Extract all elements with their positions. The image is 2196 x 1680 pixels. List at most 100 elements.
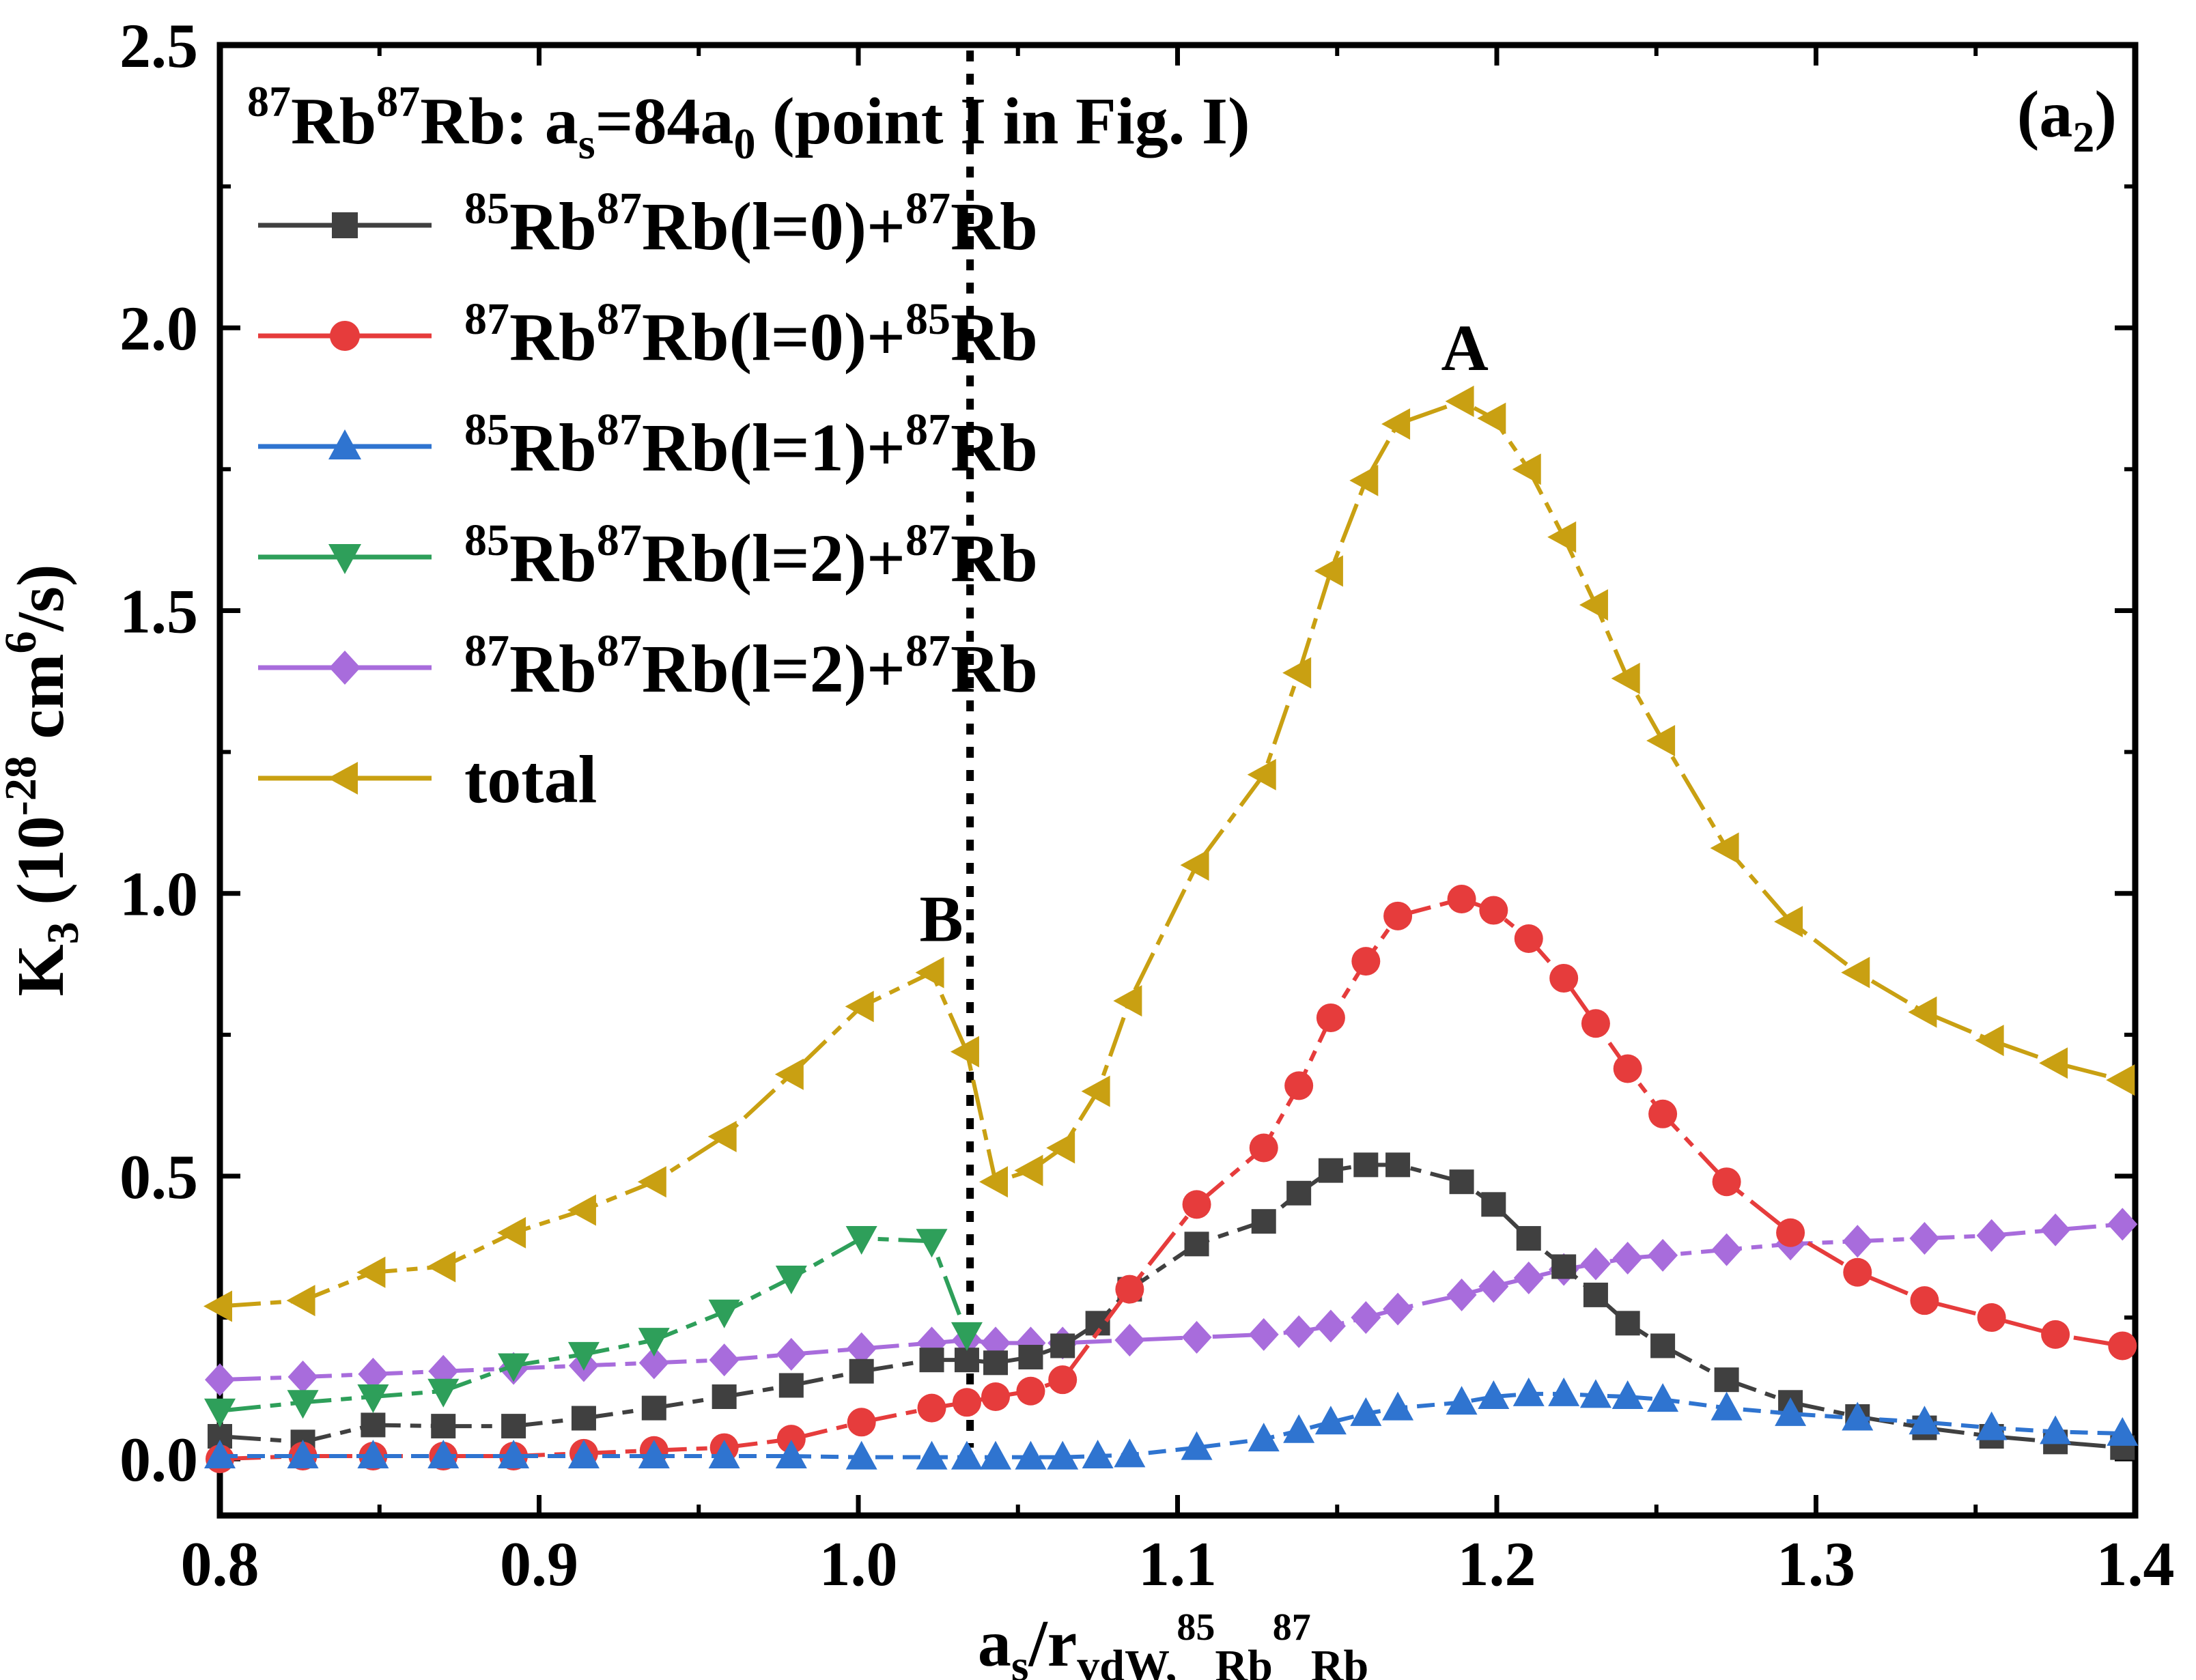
data-point [1613, 1054, 1642, 1083]
y-tick-label: 1.0 [119, 859, 198, 929]
x-tick-label: 1.1 [1138, 1529, 1217, 1599]
data-point [1353, 1152, 1379, 1178]
legend-item: 87Rb87Rb(l=0)+85Rb [258, 294, 1038, 375]
data-point [361, 1412, 386, 1438]
data-point [846, 1332, 877, 1365]
data-point [638, 1346, 669, 1380]
data-point [1046, 1132, 1075, 1164]
legend-marker [328, 544, 361, 574]
data-point [638, 1440, 670, 1469]
data-point [1050, 1333, 1075, 1358]
y-tick-label: 2.0 [119, 294, 198, 363]
data-point [1182, 1190, 1211, 1219]
x-tick-label: 1.2 [1458, 1529, 1536, 1599]
data-point [1650, 1333, 1676, 1358]
data-point [1512, 453, 1541, 485]
data-point [1581, 1009, 1610, 1038]
data-point [919, 1348, 944, 1373]
data-point [1445, 385, 1474, 417]
data-point [1478, 1380, 1510, 1410]
legend-label: 87Rb87Rb(l=2)+87Rb [464, 626, 1038, 707]
data-point [1548, 1377, 1580, 1406]
data-point [358, 1357, 389, 1391]
data-point [1910, 1286, 1939, 1315]
data-point [427, 1378, 460, 1408]
series-layer [203, 385, 2139, 1474]
data-point [1909, 1222, 1940, 1255]
data-point [1646, 725, 1676, 757]
data-point [952, 1388, 981, 1417]
data-point [204, 1398, 236, 1427]
panel-label: (a2) [2017, 78, 2117, 161]
data-point [1284, 1315, 1314, 1348]
data-point [1249, 1133, 1278, 1163]
data-point [357, 1440, 389, 1469]
data-point [1350, 1397, 1382, 1426]
legend-label: 85Rb87Rb(l=1)+87Rb [464, 405, 1038, 485]
data-point [2040, 1415, 2072, 1444]
data-point [1248, 1423, 1280, 1452]
data-point [707, 1120, 737, 1152]
data-point [1549, 963, 1579, 993]
data-point [1381, 408, 1411, 440]
data-point [287, 1361, 318, 1394]
data-point [1908, 996, 1937, 1028]
data-point [203, 1290, 232, 1322]
data-point [916, 1229, 948, 1258]
data-point [1115, 1275, 1144, 1304]
data-point [1314, 1406, 1347, 1435]
data-point [2040, 1213, 2071, 1247]
data-point [1580, 1247, 1611, 1281]
data-point [1047, 1440, 1079, 1470]
data-point [2041, 1320, 2070, 1349]
data-point [1018, 1345, 1043, 1370]
data-point [1648, 1099, 1678, 1128]
legend-marker [330, 321, 360, 351]
data-point [1315, 1309, 1346, 1343]
legend-marker [332, 212, 358, 238]
data-point [1114, 1438, 1146, 1468]
data-point [1579, 1379, 1611, 1408]
data-point [1579, 589, 1608, 621]
header-text: 87Rb87Rb: as=84a0 (point I in Fig. I) [247, 77, 1250, 168]
data-point [845, 1226, 877, 1255]
data-point [567, 1341, 600, 1371]
x-tick-label: 0.9 [500, 1529, 578, 1599]
data-point [1247, 758, 1276, 791]
data-point [1114, 1324, 1145, 1357]
data-point [845, 991, 874, 1023]
data-point [1318, 1158, 1343, 1183]
data-point [951, 1322, 983, 1351]
data-point [571, 1406, 596, 1431]
data-point [497, 1216, 526, 1249]
chart-text: 87Rb87Rb: as=84a0 (point I in Fig. I) (a2… [0, 77, 2117, 1680]
data-point [1714, 1367, 1739, 1393]
data-point [1349, 464, 1379, 496]
data-point [1775, 1397, 1807, 1426]
data-point [1712, 1167, 1741, 1197]
data-point [1082, 1440, 1114, 1469]
legend-item: 87Rb87Rb(l=2)+87Rb [258, 626, 1038, 707]
x-tick-label: 1.0 [819, 1529, 898, 1599]
data-point [1977, 1303, 2006, 1333]
data-point [1251, 1209, 1276, 1234]
data-point [847, 1408, 876, 1437]
data-point [427, 1440, 460, 1469]
data-point [1478, 1270, 1509, 1303]
data-point [431, 1414, 456, 1439]
data-point [1314, 555, 1343, 587]
series-3 [204, 1226, 983, 1427]
data-point [1710, 832, 1739, 864]
data-point [1180, 849, 1209, 881]
series-2 [204, 1377, 2139, 1470]
x-tick-label: 1.3 [1777, 1529, 1855, 1599]
legend-label: 85Rb87Rb(l=2)+87Rb [464, 515, 1038, 596]
legend-marker [328, 762, 358, 795]
data-point [849, 1358, 874, 1384]
data-point [205, 1363, 235, 1397]
data-point [1316, 1003, 1345, 1032]
data-point [954, 1348, 979, 1373]
data-point [641, 1395, 666, 1421]
data-point [1477, 402, 1506, 434]
data-point [1711, 1391, 1743, 1421]
